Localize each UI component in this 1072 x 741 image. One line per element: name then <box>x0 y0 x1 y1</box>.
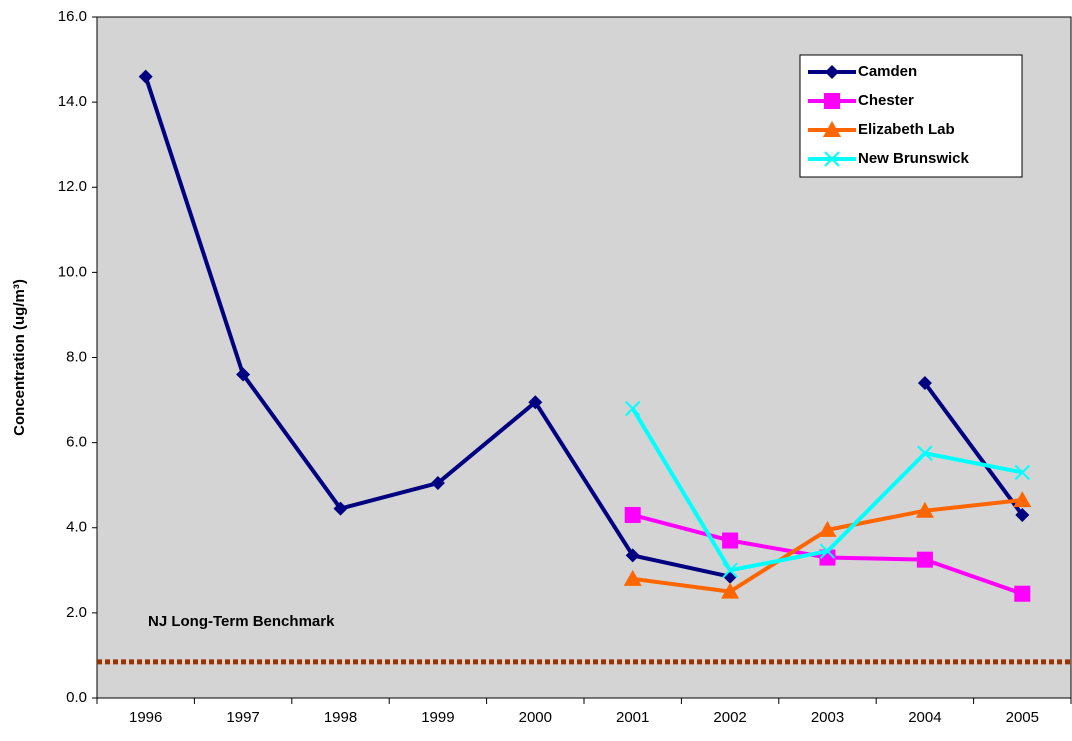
benchmark-label: NJ Long-Term Benchmark <box>148 613 335 630</box>
marker <box>915 501 934 518</box>
marker <box>333 501 348 516</box>
x-tick-label: 2003 <box>811 709 844 726</box>
marker <box>138 69 153 84</box>
marker <box>236 367 251 382</box>
marker <box>917 445 933 461</box>
y-tick-label: 8.0 <box>66 348 87 365</box>
marker <box>1014 585 1031 602</box>
x-tick-label: 2004 <box>908 709 941 726</box>
legend: Camden Chester Elizabeth Lab New Brunswick <box>799 54 1023 178</box>
x-tick-label: 2000 <box>519 709 552 726</box>
marker <box>721 582 740 599</box>
marker <box>916 551 933 568</box>
y-tick-label: 6.0 <box>66 434 87 451</box>
marker <box>722 532 739 549</box>
x-tick-label: 1997 <box>226 709 259 726</box>
x-tick-label: 1999 <box>421 709 454 726</box>
legend-label: Elizabeth Lab <box>858 121 955 138</box>
marker <box>819 543 836 559</box>
x-tick-label: 1998 <box>324 709 357 726</box>
marker <box>430 476 445 491</box>
marker <box>623 569 642 586</box>
x-tick-label: 2002 <box>713 709 746 726</box>
y-tick-label: 2.0 <box>66 604 87 621</box>
y-tick-label: 10.0 <box>58 263 87 280</box>
y-tick-label: 14.0 <box>58 93 87 110</box>
y-tick-label: 4.0 <box>66 519 87 536</box>
marker <box>528 395 543 410</box>
marker <box>818 520 837 537</box>
legend-label: New Brunswick <box>858 150 970 167</box>
marker <box>917 376 932 391</box>
y-tick-label: 16.0 <box>58 8 87 25</box>
marker <box>1013 491 1032 508</box>
legend-label: Chester <box>858 92 914 109</box>
y-tick-label: 0.0 <box>66 689 87 706</box>
marker <box>722 562 738 579</box>
x-tick-label: 2005 <box>1006 709 1039 726</box>
y-axis-label: Concentration (ug/m³) <box>11 279 28 436</box>
marker <box>624 400 641 417</box>
y-tick-label: 12.0 <box>58 178 87 195</box>
marker <box>823 121 841 137</box>
legend-label: Camden <box>858 63 917 80</box>
marker <box>1014 464 1031 481</box>
x-tick-label: 1996 <box>129 709 162 726</box>
marker <box>625 548 640 563</box>
marker <box>624 506 641 523</box>
marker <box>824 93 840 109</box>
marker <box>1015 507 1030 522</box>
x-tick-label: 2001 <box>616 709 649 726</box>
legend-box <box>799 54 1023 178</box>
marker <box>825 65 839 79</box>
marker <box>824 151 840 167</box>
